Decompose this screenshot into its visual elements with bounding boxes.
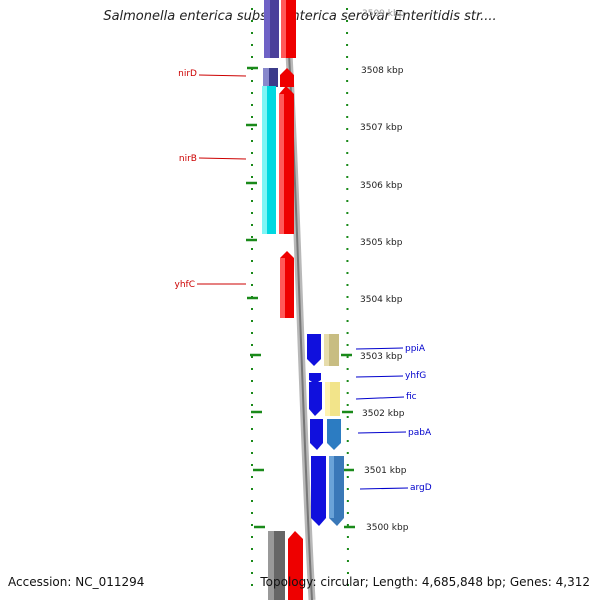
gene-arrow bbox=[307, 334, 321, 366]
gene-highlight bbox=[279, 94, 284, 234]
gene-arrow bbox=[309, 373, 321, 384]
gene-label-argD: argD bbox=[410, 483, 432, 493]
gene-arrow bbox=[288, 531, 303, 600]
gene-feature bbox=[281, 0, 286, 58]
gene-arrow bbox=[280, 68, 294, 87]
tick-label: 3500 kbp bbox=[366, 523, 409, 533]
tick-label: 3507 kbp bbox=[360, 123, 403, 133]
scale-labels: 3509 kbp 3508 kbp 3507 kbp 3506 kbp 3505… bbox=[360, 9, 409, 533]
map-title: Salmonella enterica subsp. enterica sero… bbox=[103, 9, 497, 24]
gene-feature bbox=[264, 0, 270, 58]
tick-label: 3502 kbp bbox=[362, 409, 405, 419]
gene-label-nirB: nirB bbox=[179, 154, 197, 164]
left-strand-genes bbox=[262, 0, 303, 600]
gene-highlight bbox=[329, 456, 334, 518]
gene-arrow bbox=[310, 419, 323, 450]
tick-label: 3509 kbp bbox=[362, 9, 405, 19]
tick-label: 3508 kbp bbox=[361, 66, 404, 76]
gene-label-ppiA: ppiA bbox=[405, 344, 426, 354]
gene-feature bbox=[263, 68, 269, 87]
genome-stats-text: Topology: circular; Length: 4,685,848 bp… bbox=[260, 575, 590, 589]
gene-label-yhfC: yhfC bbox=[175, 280, 195, 290]
right-tick-column bbox=[346, 7, 349, 591]
major-ticks bbox=[246, 66, 355, 529]
tick-label: 3505 kbp bbox=[360, 238, 403, 248]
gene-arrow bbox=[309, 382, 322, 416]
gene-highlight bbox=[280, 258, 285, 318]
accession-text: Accession: NC_011294 bbox=[8, 575, 145, 589]
gene-feature bbox=[262, 86, 267, 234]
tick-label: 3501 kbp bbox=[364, 466, 407, 476]
gene-label-nirD: nirD bbox=[178, 69, 197, 79]
gene-feature bbox=[324, 334, 329, 366]
gene-arrow bbox=[311, 456, 326, 526]
gene-feature bbox=[325, 382, 330, 416]
right-strand-genes bbox=[307, 334, 344, 526]
tick-label: 3504 kbp bbox=[360, 295, 403, 305]
right-gene-labels: ppiA yhfG fic pabA argD bbox=[355, 344, 432, 493]
gene-label-yhfG: yhfG bbox=[405, 371, 426, 381]
gene-label-pabA: pabA bbox=[408, 428, 432, 438]
gene-label-fic: fic bbox=[406, 392, 417, 402]
tick-label: 3506 kbp bbox=[360, 181, 403, 191]
gene-arrow bbox=[327, 419, 341, 450]
gene-feature bbox=[268, 531, 274, 600]
tick-label: 3503 kbp bbox=[360, 352, 403, 362]
left-gene-labels: nirD nirB yhfC bbox=[175, 69, 247, 290]
